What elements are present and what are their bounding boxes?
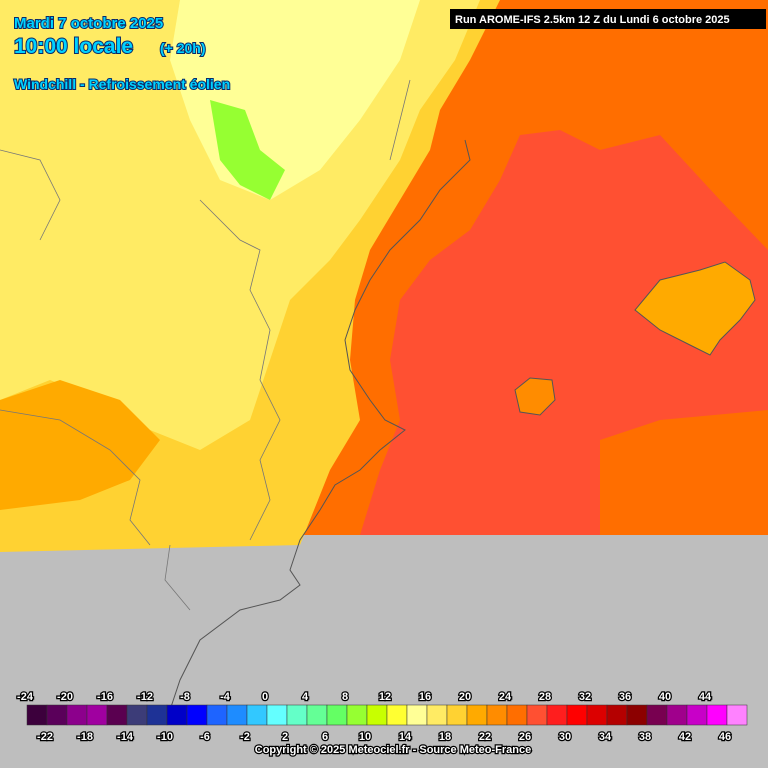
- legend-swatch: [86, 704, 108, 726]
- legend-label: 2: [282, 731, 288, 743]
- legend-label: 30: [559, 731, 571, 743]
- legend-label: -8: [180, 691, 190, 703]
- legend-swatch: [726, 704, 748, 726]
- legend-label: 34: [599, 731, 612, 743]
- run-box: [450, 9, 766, 29]
- legend-swatch: [486, 704, 508, 726]
- legend-label: 0: [262, 691, 268, 703]
- legend-label: -4: [220, 691, 231, 703]
- borders: [0, 79, 411, 611]
- run-info: Run AROME-IFS 2.5km 12 Z du Lundi 6 octo…: [455, 14, 730, 26]
- legend-swatch: [246, 704, 268, 726]
- legend-label: 44: [699, 691, 712, 703]
- legend-label: -10: [157, 731, 173, 743]
- legend: -24-22-20-18-16-14-12-10-8-6-4-202468101…: [16, 690, 748, 744]
- legend-swatch: [506, 704, 528, 726]
- mallorca: [635, 262, 755, 355]
- legend-label: 20: [459, 691, 471, 703]
- legend-swatch: [66, 704, 88, 726]
- legend-swatch: [446, 704, 468, 726]
- legend-swatch: [626, 704, 648, 726]
- legend-swatch: [286, 704, 308, 726]
- legend-label: 16: [419, 691, 431, 703]
- legend-label: -12: [137, 691, 153, 703]
- legend-swatch: [166, 704, 188, 726]
- legend-label: -6: [200, 731, 210, 743]
- legend-label: 46: [719, 731, 731, 743]
- legend-label: -14: [117, 731, 134, 743]
- legend-swatch: [466, 704, 488, 726]
- legend-swatch: [346, 704, 368, 726]
- copyright: Copyright © 2025 Meteociel.fr - Source M…: [255, 744, 531, 756]
- sea-hot: [360, 130, 768, 535]
- land-cold: [210, 100, 285, 200]
- legend-swatch: [586, 704, 608, 726]
- legend-label: 10: [359, 731, 371, 743]
- legend-label: -20: [57, 691, 73, 703]
- legend-label: 24: [499, 691, 512, 703]
- legend-swatch: [106, 704, 128, 726]
- legend-label: 12: [379, 691, 391, 703]
- land-warm: [0, 380, 160, 510]
- legend-label: 26: [519, 731, 531, 743]
- legend-label: 14: [399, 731, 412, 743]
- legend-swatch: [266, 704, 288, 726]
- legend-label: -24: [17, 691, 34, 703]
- legend-swatch: [426, 704, 448, 726]
- legend-swatch: [326, 704, 348, 726]
- legend-swatch: [386, 704, 408, 726]
- legend-swatch: [146, 704, 168, 726]
- legend-label: 4: [302, 691, 309, 703]
- legend-swatch: [546, 704, 568, 726]
- legend-label: 42: [679, 731, 691, 743]
- legend-swatch: [186, 704, 208, 726]
- legend-swatch: [686, 704, 708, 726]
- legend-swatch: [306, 704, 328, 726]
- legend-label: -22: [37, 731, 53, 743]
- legend-label: 36: [619, 691, 631, 703]
- legend-label: 38: [639, 731, 651, 743]
- date: Mardi 7 octobre 2025: [14, 15, 163, 32]
- legend-swatch: [706, 704, 728, 726]
- island-outline: [514, 261, 756, 416]
- legend-label: -2: [240, 731, 250, 743]
- legend-swatch: [126, 704, 148, 726]
- lead-time: (+ 20h): [160, 40, 206, 56]
- coastline: [169, 139, 471, 711]
- legend-label: 28: [539, 691, 551, 703]
- legend-label: 40: [659, 691, 671, 703]
- field: [0, 0, 768, 552]
- legend-label: -18: [77, 731, 93, 743]
- legend-label: 8: [342, 691, 348, 703]
- legend-swatch: [526, 704, 548, 726]
- legend-label: 18: [439, 731, 451, 743]
- legend-swatch: [406, 704, 428, 726]
- legend-swatch: [666, 704, 688, 726]
- legend-swatch: [366, 704, 388, 726]
- legend-swatch: [646, 704, 668, 726]
- time: 10:00 locale: [14, 35, 133, 58]
- legend-label: 6: [322, 731, 328, 743]
- legend-swatch: [26, 704, 48, 726]
- legend-swatch: [206, 704, 228, 726]
- parameter: Windchill - Refroissement éolien: [14, 76, 230, 92]
- legend-label: 22: [479, 731, 491, 743]
- legend-swatch: [226, 704, 248, 726]
- ibiza: [515, 378, 555, 415]
- legend-swatch: [606, 704, 628, 726]
- legend-swatch: [566, 704, 588, 726]
- legend-label: -16: [97, 691, 113, 703]
- legend-label: 32: [579, 691, 591, 703]
- legend-swatch: [46, 704, 68, 726]
